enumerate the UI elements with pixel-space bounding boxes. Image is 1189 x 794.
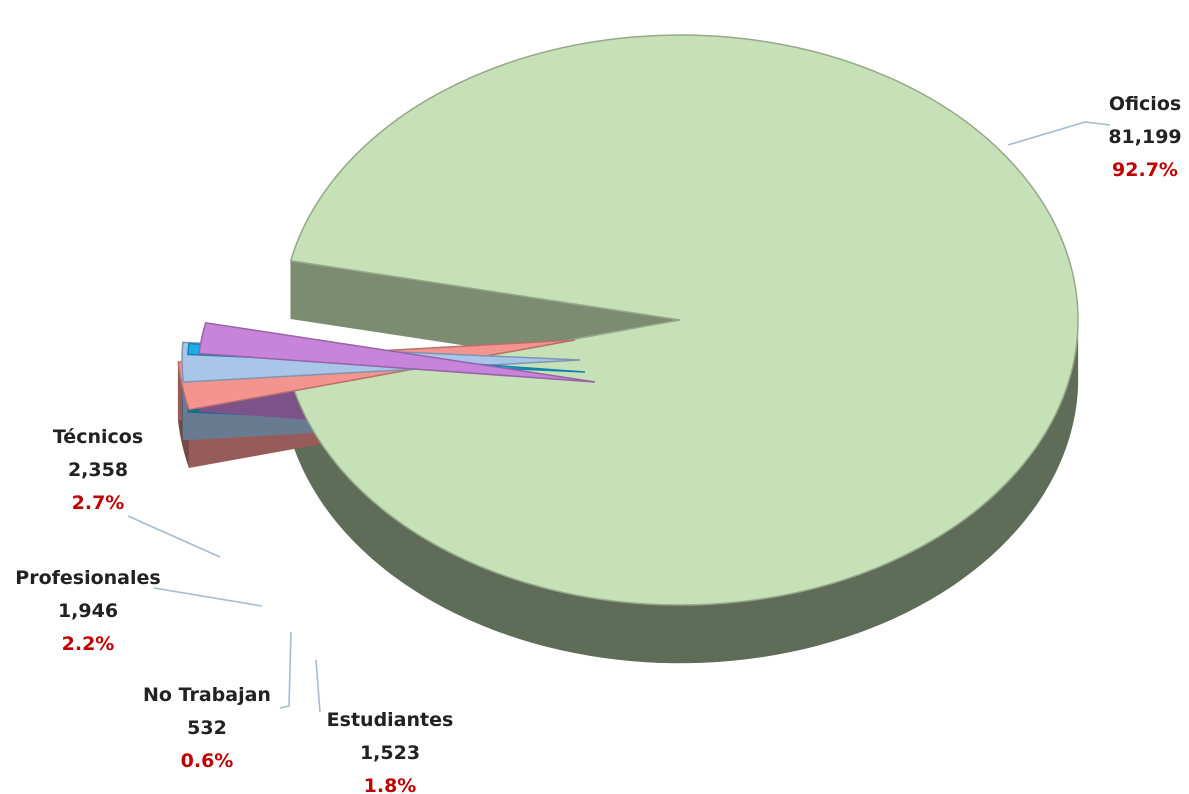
slice-estudiantes [198, 321, 596, 383]
label-name-estudiantes: Estudiantes [327, 709, 454, 731]
slice-oficios [289, 34, 1079, 606]
label-percent-estudiantes: 1.8% [364, 775, 417, 794]
label-percent-no-trabajan: 0.6% [181, 750, 234, 772]
label-value-oficios: 81,199 [1108, 126, 1181, 148]
label-value-profesionales: 1,946 [58, 600, 118, 622]
label-name-t-cnicos: Técnicos [53, 426, 143, 448]
leader-no-trabajan [279, 631, 292, 709]
label-name-no-trabajan: No Trabajan [143, 684, 271, 706]
label-name-profesionales: Profesionales [15, 567, 160, 589]
label-value-no-trabajan: 532 [187, 717, 227, 739]
leader-t-cnicos [127, 515, 221, 558]
leader-estudiantes [315, 659, 321, 713]
leader-lines [127, 121, 1111, 713]
slice-tops [177, 34, 1079, 606]
leader-profesionales [153, 587, 263, 607]
label-value-estudiantes: 1,523 [360, 742, 420, 764]
label-name-oficios: Oficios [1109, 93, 1181, 115]
leader-oficios [1007, 121, 1111, 146]
label-percent-t-cnicos: 2.7% [72, 492, 125, 514]
label-value-t-cnicos: 2,358 [68, 459, 128, 481]
label-percent-profesionales: 2.2% [62, 633, 115, 655]
label-percent-oficios: 92.7% [1112, 159, 1178, 181]
slice-labels: Oficios 81,199 92.7% Estudiantes 1,523 1.8% No… [15, 93, 1181, 794]
